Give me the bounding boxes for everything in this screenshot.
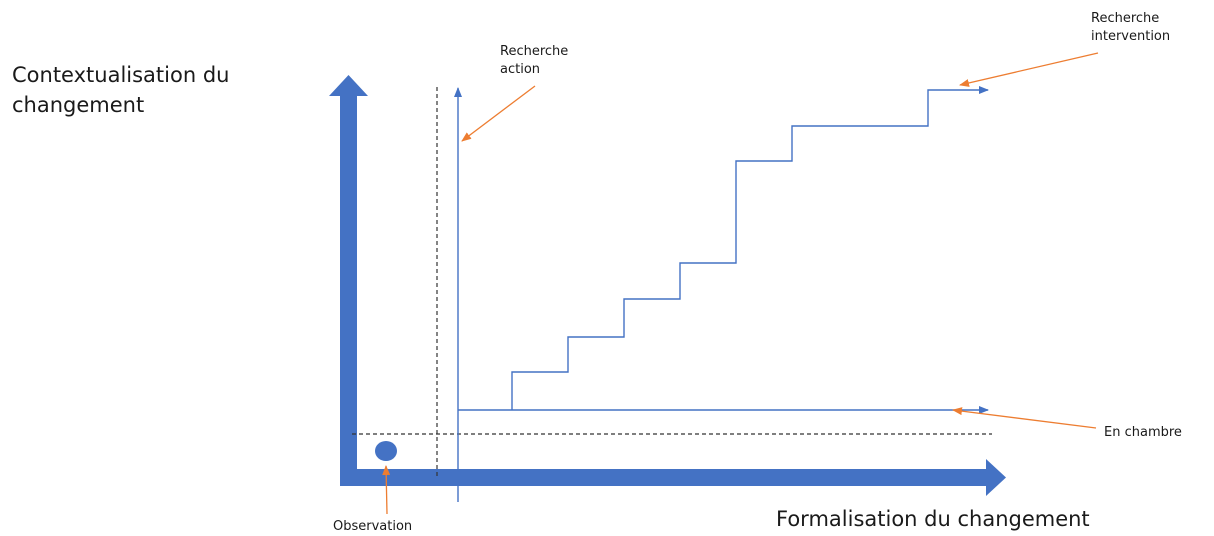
x-axis-arrowhead: [986, 459, 1006, 496]
y-axis-arrowhead: [329, 75, 368, 96]
callout-en-chambre: [952, 407, 1097, 429]
recherche-action-label: Recherche action: [500, 43, 568, 79]
callout-recherche-intervention: [959, 52, 1099, 87]
recherche-intervention-label: Recherche intervention: [1091, 10, 1170, 46]
callout-observation: [382, 465, 391, 515]
recherche-action-label-line-2: action: [500, 62, 541, 77]
recherche-intervention-label-line-1: Recherche: [1091, 11, 1160, 26]
y-axis-label: Contextualisation du changement: [12, 60, 229, 120]
callout-recherche-action: [461, 85, 536, 142]
recherche-intervention-staircase: [511, 86, 989, 410]
recherche-intervention-label-line-2: intervention: [1091, 29, 1171, 44]
en-chambre-label: En chambre: [1104, 425, 1182, 440]
y-axis-shaft: [340, 96, 357, 479]
x-axis-label: Formalisation du changement: [776, 507, 1090, 531]
y-axis-label-line-1: Contextualisation du: [12, 63, 230, 87]
x-axis-shaft: [340, 469, 988, 486]
y-axis-label-line-2: changement: [12, 93, 145, 117]
observation-dot: [375, 441, 397, 461]
recherche-action-label-line-1: Recherche: [500, 44, 569, 59]
observation-label: Observation: [333, 519, 413, 534]
